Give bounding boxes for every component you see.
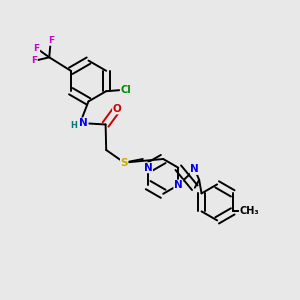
- Text: F: F: [48, 36, 54, 45]
- Text: CH₃: CH₃: [239, 206, 259, 216]
- Text: N: N: [190, 164, 199, 174]
- Text: N: N: [144, 163, 152, 173]
- Text: Cl: Cl: [120, 85, 131, 95]
- Text: S: S: [120, 158, 128, 168]
- Text: N: N: [79, 118, 88, 128]
- Text: F: F: [34, 44, 40, 53]
- Text: F: F: [31, 56, 37, 65]
- Text: H: H: [71, 121, 77, 130]
- Text: O: O: [112, 104, 122, 114]
- Text: N: N: [174, 180, 183, 190]
